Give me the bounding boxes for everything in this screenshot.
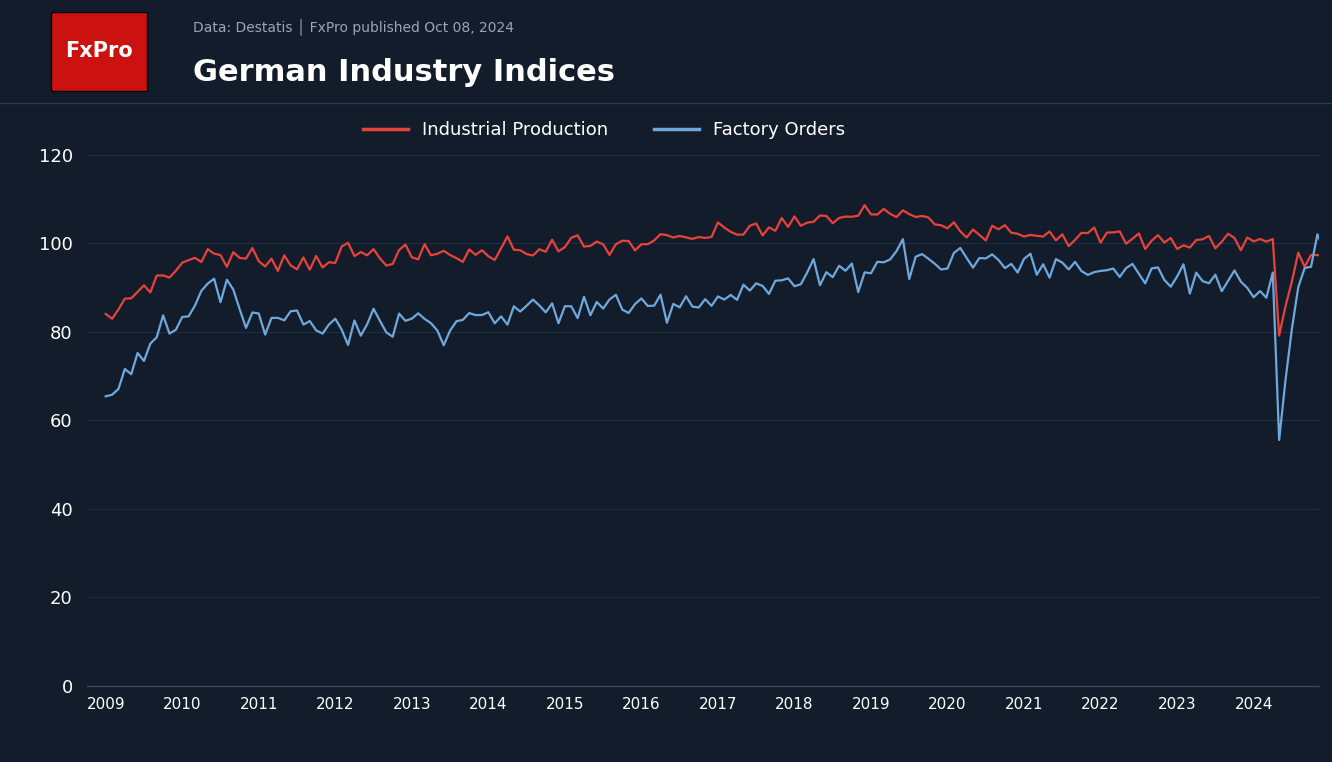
Text: FxPro: FxPro xyxy=(65,41,132,62)
Text: Data: Destatis │ FxPro published Oct 08, 2024: Data: Destatis │ FxPro published Oct 08,… xyxy=(193,18,514,35)
FancyBboxPatch shape xyxy=(51,12,147,91)
Legend: Industrial Production, Factory Orders: Industrial Production, Factory Orders xyxy=(356,114,852,146)
Text: German Industry Indices: German Industry Indices xyxy=(193,57,615,87)
